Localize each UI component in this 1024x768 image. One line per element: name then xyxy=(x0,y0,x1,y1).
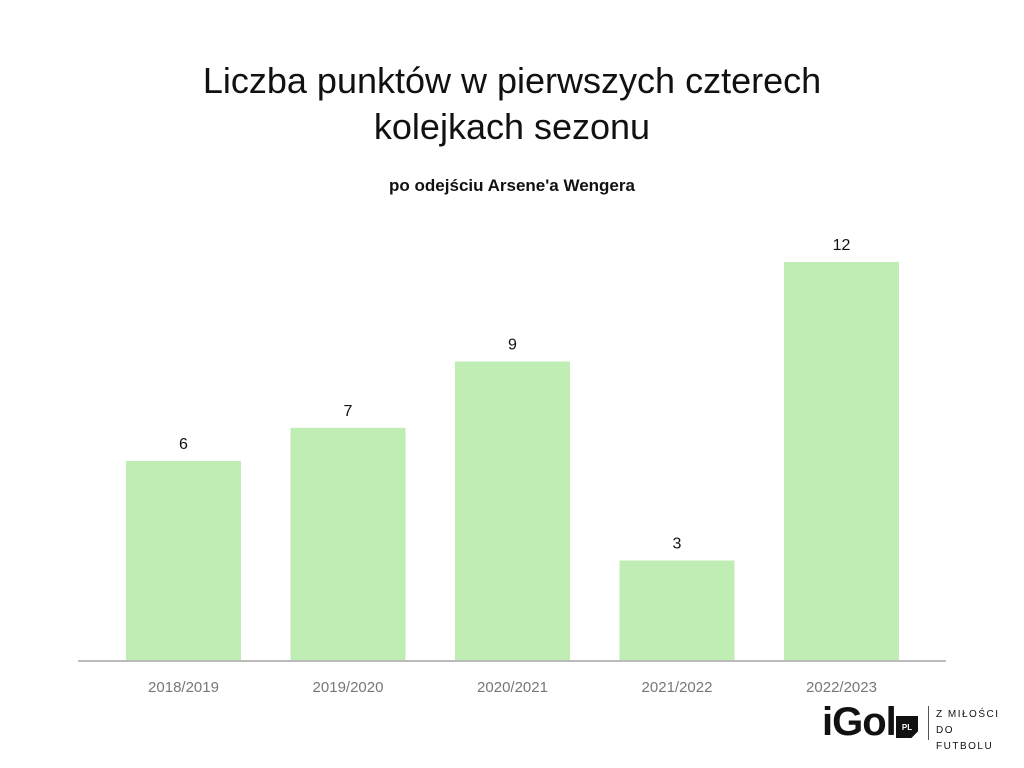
bar-2018-2019 xyxy=(126,461,241,660)
igol-logo: iGol xyxy=(822,700,897,744)
x-tick-label-2020-2021: 2020/2021 xyxy=(477,679,548,696)
data-label-2021-2022: 3 xyxy=(673,536,682,553)
brand-divider xyxy=(928,706,929,740)
x-tick-label-2021-2022: 2021/2022 xyxy=(642,679,713,696)
x-tick-label-2019-2020: 2019/2020 xyxy=(313,679,384,696)
bar-2021-2022 xyxy=(619,560,735,660)
pl-badge: PL xyxy=(896,716,918,738)
brand-tagline: Z MIŁOŚCI DO FUTBOLU xyxy=(936,707,1012,755)
chart-title-line-2: kolejkach sezonu xyxy=(373,106,651,147)
brand-tagline-line-2: DO FUTBOLU xyxy=(936,725,994,752)
brand-tagline-line-1: Z MIŁOŚCI xyxy=(936,709,1000,720)
data-label-2022-2023: 12 xyxy=(833,237,851,254)
brand-logo-block: iGol PL Z MIŁOŚCI DO FUTBOLU xyxy=(822,700,1012,752)
data-label-2019-2020: 7 xyxy=(344,403,353,420)
bar-2020-2021 xyxy=(455,361,570,660)
data-label-2020-2021: 9 xyxy=(508,337,517,354)
x-tick-label-2022-2023: 2022/2023 xyxy=(806,679,877,696)
data-label-2018-2019: 6 xyxy=(179,436,188,453)
bar-2022-2023 xyxy=(784,262,899,660)
chart-title-line-1: Liczba punktów w pierwszych czterech xyxy=(202,60,822,101)
bar-2019-2020 xyxy=(290,427,406,660)
x-tick-label-2018-2019: 2018/2019 xyxy=(148,679,219,696)
chart-title: Liczba punktów w pierwszych czterech kol… xyxy=(0,58,1024,150)
chart-subtitle: po odejściu Arsene'a Wengera xyxy=(389,176,635,195)
